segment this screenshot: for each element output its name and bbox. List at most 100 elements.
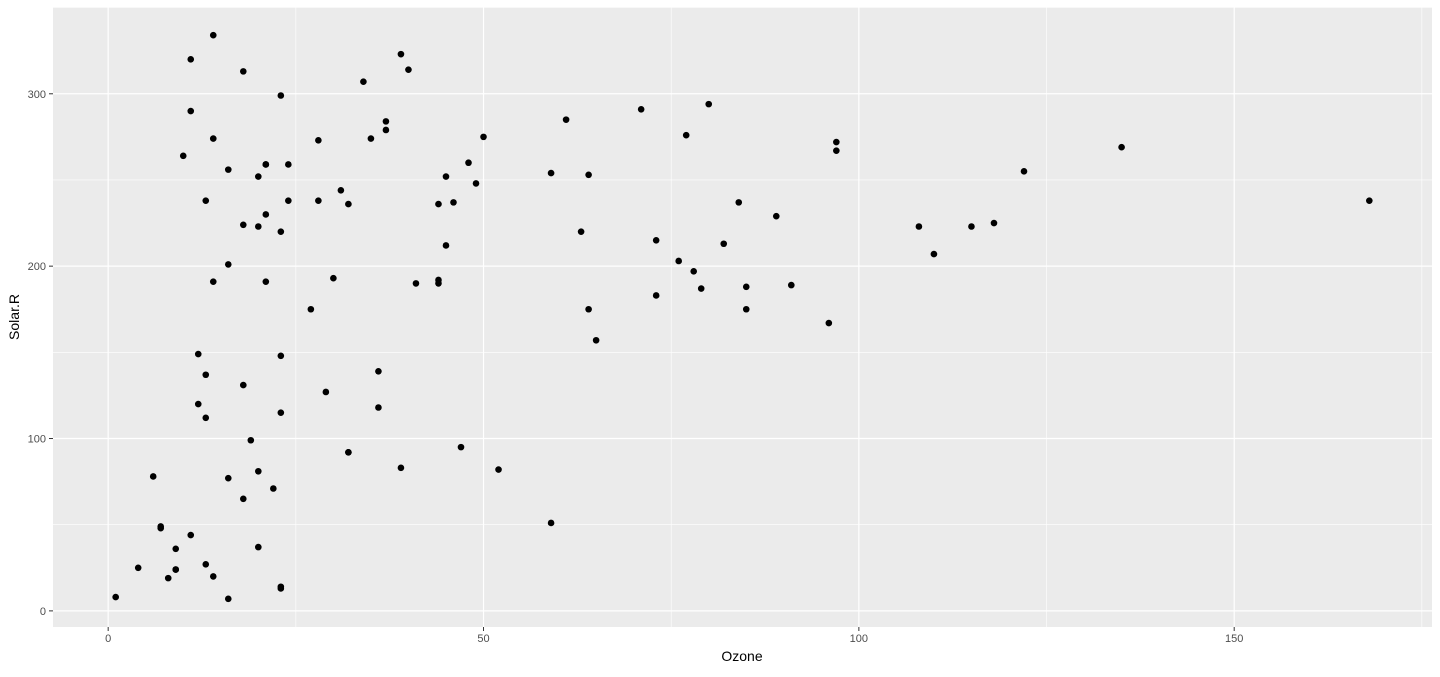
data-point	[742, 283, 750, 291]
data-point	[375, 404, 382, 411]
data-point	[360, 78, 367, 86]
data-point	[465, 159, 472, 167]
data-point	[375, 367, 382, 375]
data-point	[307, 305, 315, 313]
data-point	[277, 352, 285, 360]
data-point	[697, 285, 705, 292]
data-point	[637, 105, 645, 113]
data-point	[255, 543, 262, 551]
data-point	[224, 474, 232, 482]
data-point	[772, 212, 780, 220]
data-point	[202, 414, 210, 422]
data-point	[277, 409, 285, 416]
data-point	[1118, 143, 1125, 151]
y-tick-label: 200	[28, 261, 46, 273]
plot-panel	[53, 7, 1432, 627]
data-point	[187, 531, 195, 539]
data-point	[442, 173, 450, 180]
data-point	[112, 593, 119, 601]
y-tick-label: 300	[28, 89, 46, 101]
data-point	[787, 281, 795, 289]
data-point	[322, 388, 330, 396]
y-axis-title: Solar.R	[6, 294, 22, 340]
data-point	[495, 466, 502, 473]
data-point	[239, 221, 247, 229]
data-point	[202, 197, 210, 204]
data-point	[277, 583, 285, 591]
data-point	[157, 523, 165, 530]
data-point	[270, 485, 277, 492]
data-point	[262, 211, 270, 218]
data-point	[277, 228, 285, 235]
data-point	[397, 50, 405, 58]
data-point	[255, 223, 262, 230]
data-point	[187, 107, 195, 115]
data-point	[652, 292, 660, 299]
data-point	[202, 561, 210, 568]
data-point	[442, 242, 450, 249]
data-point	[682, 131, 690, 139]
data-point	[480, 133, 487, 141]
data-point	[592, 336, 600, 344]
x-tick-label: 50	[477, 633, 489, 645]
data-point	[187, 56, 195, 63]
data-point	[457, 443, 465, 451]
data-point	[224, 595, 232, 603]
data-point	[450, 199, 457, 206]
y-tick-label: 0	[40, 606, 46, 618]
x-tick-label: 0	[105, 633, 111, 645]
data-point	[202, 371, 210, 379]
data-point	[397, 464, 405, 472]
data-point	[277, 92, 285, 99]
data-point	[585, 305, 592, 313]
data-point	[262, 161, 270, 168]
data-point	[315, 197, 322, 204]
data-point	[315, 137, 322, 144]
data-point	[382, 118, 390, 125]
data-point	[720, 240, 728, 248]
data-point	[652, 236, 660, 244]
data-point	[285, 197, 292, 204]
data-point	[412, 280, 420, 287]
data-point	[172, 566, 180, 573]
data-point	[435, 280, 442, 287]
data-point	[285, 161, 292, 168]
data-point	[705, 100, 713, 108]
data-point	[172, 545, 180, 553]
data-point	[547, 169, 555, 177]
data-point	[547, 519, 555, 527]
data-point	[1366, 197, 1373, 204]
data-point	[194, 400, 202, 408]
data-point	[209, 278, 217, 285]
grid-lines	[53, 7, 1432, 627]
data-point	[239, 68, 247, 75]
data-point	[990, 219, 998, 227]
data-point	[247, 436, 255, 444]
data-point	[345, 200, 352, 208]
data-points	[112, 31, 1373, 603]
data-point	[915, 223, 923, 230]
data-point	[930, 250, 938, 258]
data-point	[209, 135, 217, 142]
data-point	[675, 257, 682, 265]
data-point	[472, 180, 480, 187]
data-point	[1020, 168, 1028, 175]
data-point	[149, 473, 157, 480]
data-point	[585, 171, 592, 179]
data-point	[562, 116, 570, 123]
data-point	[255, 467, 262, 475]
y-axis-ticks: 0 100 200 300	[28, 89, 53, 618]
data-point	[239, 381, 247, 389]
data-point	[337, 187, 345, 194]
data-point	[833, 147, 840, 154]
data-point	[179, 152, 187, 160]
x-axis-title: Ozone	[721, 648, 762, 664]
x-axis-ticks: 0 50 100 150	[105, 627, 1243, 645]
data-point	[367, 135, 375, 142]
data-point	[330, 274, 337, 282]
x-tick-label: 150	[1225, 633, 1243, 645]
data-point	[164, 574, 172, 582]
data-point	[825, 319, 833, 327]
data-point	[968, 223, 975, 230]
